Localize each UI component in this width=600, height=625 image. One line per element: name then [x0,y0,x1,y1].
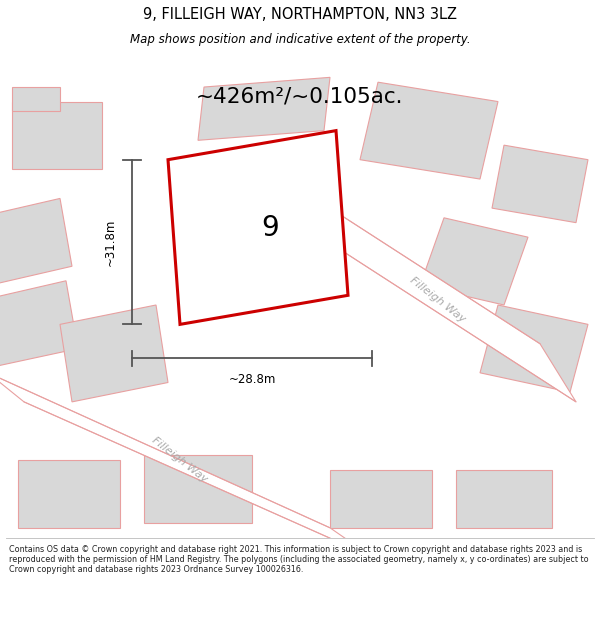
Text: 9: 9 [261,214,279,241]
Polygon shape [18,460,120,528]
Polygon shape [0,199,72,286]
Text: Filleigh Way: Filleigh Way [409,276,467,325]
Polygon shape [330,470,432,528]
Polygon shape [198,78,330,140]
Text: Map shows position and indicative extent of the property.: Map shows position and indicative extent… [130,33,470,46]
Text: ~31.8m: ~31.8m [104,218,117,266]
Polygon shape [0,372,372,557]
Polygon shape [12,101,102,169]
Polygon shape [168,131,348,324]
Text: Filleigh Way: Filleigh Way [151,436,209,484]
Text: ~28.8m: ~28.8m [229,372,275,386]
Polygon shape [12,87,60,111]
Polygon shape [456,470,552,528]
Polygon shape [300,189,576,402]
Text: ~426m²/~0.105ac.: ~426m²/~0.105ac. [196,87,404,107]
Polygon shape [480,305,588,392]
Polygon shape [420,217,528,305]
Text: Contains OS data © Crown copyright and database right 2021. This information is : Contains OS data © Crown copyright and d… [9,544,589,574]
Polygon shape [144,455,252,523]
Polygon shape [360,82,498,179]
Text: 9, FILLEIGH WAY, NORTHAMPTON, NN3 3LZ: 9, FILLEIGH WAY, NORTHAMPTON, NN3 3LZ [143,8,457,22]
Polygon shape [0,281,78,368]
Polygon shape [60,305,168,402]
Polygon shape [492,145,588,222]
